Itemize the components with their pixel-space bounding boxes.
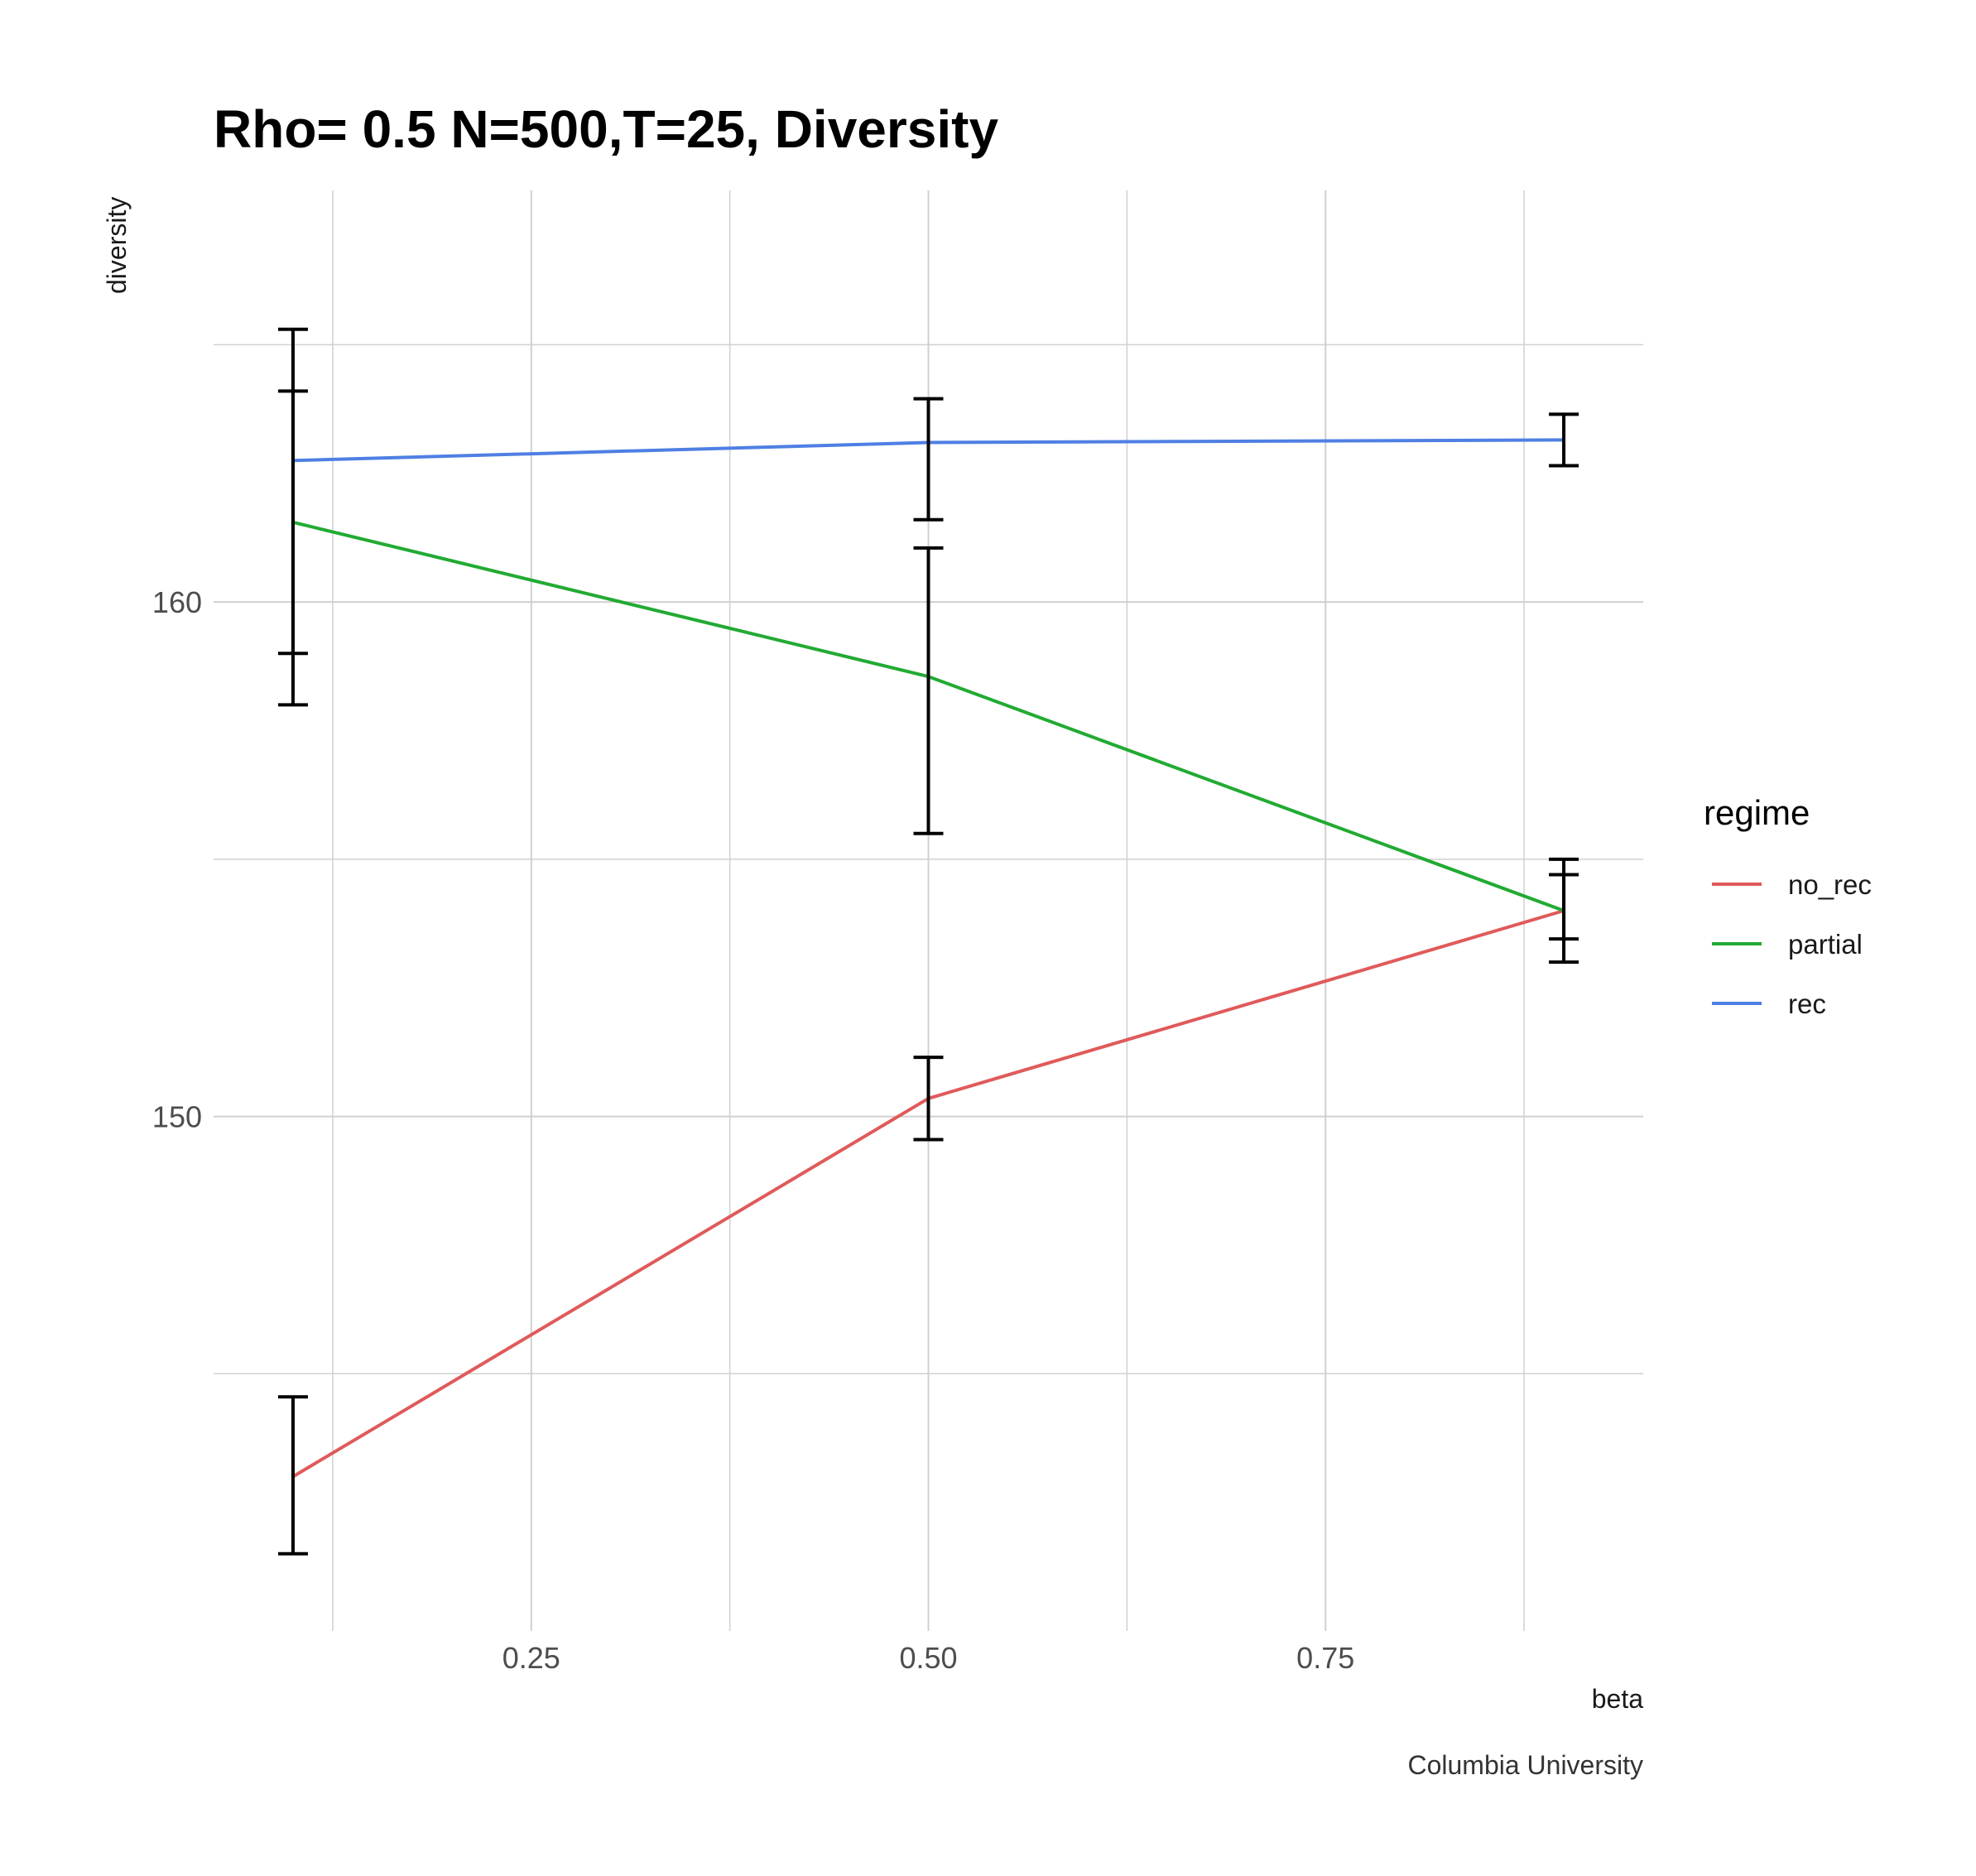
x-axis-title: beta <box>1592 1684 1643 1714</box>
y-tick-labels: 150 160 <box>152 585 202 1133</box>
x-tick-label: 0.75 <box>1296 1641 1354 1675</box>
y-tick-label: 150 <box>152 1100 202 1134</box>
x-tick-label: 0.50 <box>899 1641 957 1675</box>
chart-caption: Columbia University <box>1407 1750 1643 1780</box>
error-bars <box>277 327 1579 1556</box>
legend-label-rec: rec <box>1788 989 1826 1019</box>
y-tick-label: 160 <box>152 585 202 619</box>
y-axis-title: diversity <box>102 197 132 294</box>
x-tick-label: 0.25 <box>502 1641 560 1675</box>
x-tick-labels: 0.25 0.50 0.75 <box>502 1641 1355 1675</box>
legend-label-partial: partial <box>1788 929 1863 960</box>
chart-title: Rho= 0.5 N=500,T=25, Diversity <box>214 99 998 159</box>
legend-label-no_rec: no_rec <box>1788 869 1872 900</box>
legend-title: regime <box>1704 793 1810 832</box>
